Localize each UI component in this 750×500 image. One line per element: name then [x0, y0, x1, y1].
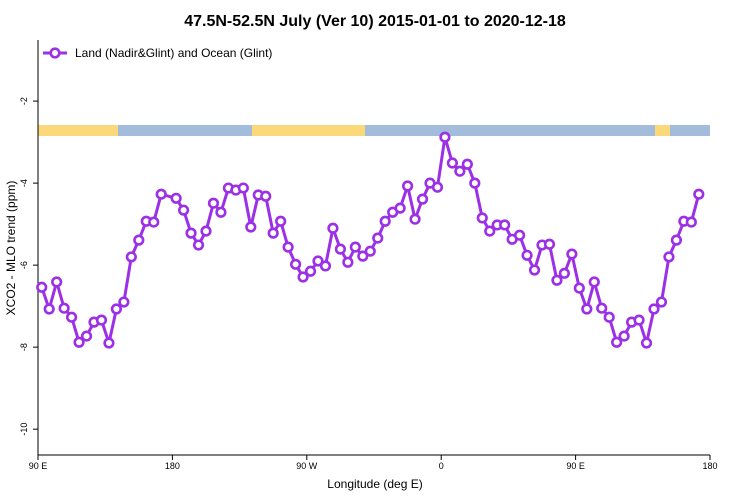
- point: [260, 190, 272, 202]
- point: [573, 282, 585, 294]
- point: [618, 330, 630, 342]
- point: [282, 241, 294, 253]
- point: [95, 314, 108, 326]
- point: [416, 193, 429, 205]
- y-tick-label: -4: [19, 179, 29, 187]
- point: [334, 243, 347, 255]
- point: [43, 303, 55, 315]
- point: [215, 206, 227, 218]
- point: [513, 229, 526, 241]
- point: [125, 251, 137, 263]
- point: [558, 267, 571, 279]
- point: [118, 296, 130, 308]
- point: [409, 213, 421, 225]
- legend-label: Land (Nadir&Glint) and Ocean (Glint): [75, 46, 272, 60]
- point: [581, 303, 593, 315]
- point: [319, 260, 332, 272]
- point: [431, 181, 444, 193]
- point: [528, 264, 541, 276]
- x-tick-label: 180: [702, 461, 717, 471]
- point: [73, 336, 85, 348]
- point: [655, 296, 668, 308]
- point: [290, 258, 302, 270]
- point: [357, 250, 369, 262]
- point: [327, 222, 339, 234]
- point: [543, 238, 556, 250]
- point: [551, 274, 563, 286]
- point: [476, 212, 488, 224]
- x-tick-label: 90 E: [29, 461, 48, 471]
- point: [499, 219, 511, 231]
- point: [267, 227, 279, 239]
- point: [207, 197, 220, 209]
- chart-title: 47.5N-52.5N July (Ver 10) 2015-01-01 to …: [184, 13, 566, 30]
- point: [51, 276, 63, 288]
- point: [200, 225, 212, 237]
- x-tick-label: 90 E: [566, 461, 585, 471]
- y-tick-label: -6: [19, 261, 29, 269]
- x-axis-label: Longitude (deg E): [327, 477, 422, 491]
- point: [110, 303, 122, 315]
- point: [596, 302, 608, 314]
- y-tick-label: -10: [19, 423, 29, 436]
- point: [58, 302, 70, 314]
- point: [155, 188, 167, 200]
- point: [611, 336, 623, 348]
- point: [521, 249, 533, 261]
- point: [484, 225, 496, 237]
- point: [237, 182, 249, 194]
- point: [342, 256, 354, 268]
- point: [103, 337, 115, 349]
- point: [588, 276, 600, 288]
- y-axis-label: XCO2 - MLO trend (ppm): [4, 181, 18, 316]
- point: [379, 215, 391, 227]
- point: [185, 227, 197, 239]
- y-tick-label: -2: [19, 97, 29, 105]
- point: [80, 330, 93, 342]
- x-tick-label: 0: [439, 461, 444, 471]
- point: [446, 157, 459, 169]
- point: [133, 234, 145, 246]
- point: [245, 221, 257, 233]
- point: [65, 311, 78, 323]
- point: [312, 255, 324, 267]
- point: [685, 216, 697, 228]
- point: [461, 158, 473, 170]
- point: [663, 251, 675, 263]
- point: [170, 192, 182, 204]
- point: [297, 271, 309, 283]
- point: [439, 131, 451, 143]
- point: [372, 232, 384, 244]
- point: [469, 177, 481, 189]
- legend-marker: [49, 47, 61, 59]
- point: [364, 245, 376, 257]
- point: [640, 337, 653, 349]
- point: [36, 281, 48, 293]
- point: [454, 165, 466, 177]
- x-tick-label: 180: [165, 461, 180, 471]
- point: [394, 202, 406, 214]
- land-ocean-strip: [38, 125, 710, 136]
- point: [633, 314, 645, 326]
- point: [670, 234, 683, 246]
- point: [192, 239, 205, 251]
- point: [648, 303, 660, 315]
- point: [275, 215, 287, 227]
- x-tick-label: 90 W: [296, 461, 318, 471]
- point: [178, 204, 190, 216]
- point: [603, 311, 615, 323]
- point: [402, 180, 414, 192]
- point: [349, 241, 361, 253]
- point: [148, 216, 160, 228]
- point: [304, 265, 317, 277]
- point: [566, 248, 578, 260]
- y-tick-label: -8: [19, 343, 29, 351]
- point: [693, 188, 705, 200]
